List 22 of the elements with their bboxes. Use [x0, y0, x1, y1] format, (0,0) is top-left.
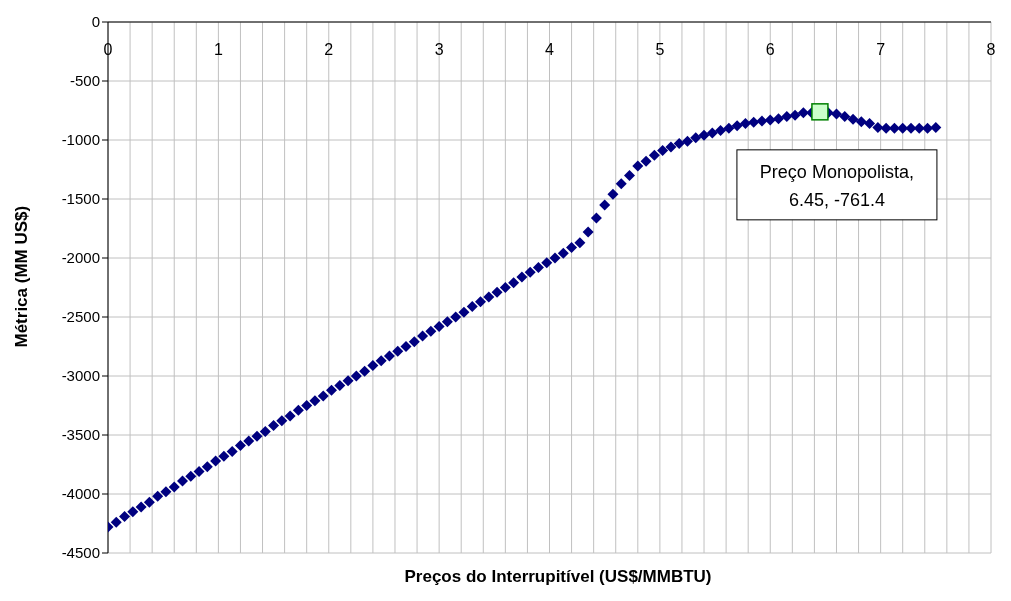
y-tick-label: -500	[69, 72, 100, 90]
y-tick-label: -1500	[61, 190, 100, 208]
x-tick-label: 2	[324, 41, 334, 59]
x-tick-label: 1	[213, 41, 223, 59]
y-tick-label: -4500	[61, 544, 100, 562]
x-axis-title: Preços do Interrupitível (US$/MMBTU)	[403, 567, 713, 587]
y-tick-label: -3000	[61, 367, 100, 385]
x-tick-label: 8	[986, 41, 996, 59]
annotation-box: Preço Monopolista, 6.45, -761.4	[736, 149, 938, 221]
x-tick-label: 3	[434, 41, 444, 59]
y-tick-label: -2500	[61, 308, 100, 326]
y-tick-label: 0	[91, 13, 100, 31]
x-tick-label: 4	[545, 41, 555, 59]
annotation: Preço Monopolista, 6.45, -761.4	[759, 161, 914, 210]
y-tick-label: -3500	[61, 426, 100, 444]
y-tick-label: -2000	[61, 249, 100, 267]
x-tick-label: 6	[765, 41, 775, 59]
y-axis-title: Métrica (MM US$)	[12, 205, 32, 348]
y-tick-label: -4000	[61, 485, 100, 503]
x-tick-label: 7	[876, 41, 886, 59]
y-tick-label: -1000	[61, 131, 100, 149]
x-tick-label: 5	[655, 41, 665, 59]
